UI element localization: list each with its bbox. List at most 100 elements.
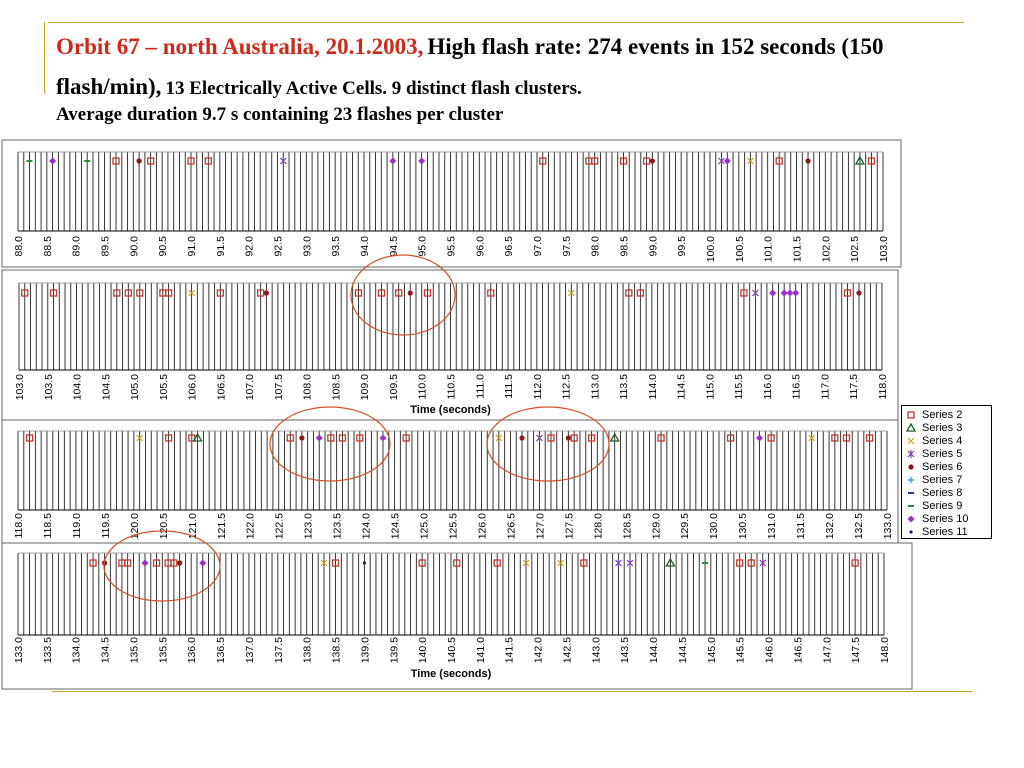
tick-label: 146.5 [792,637,804,663]
tick-label: 141.0 [475,637,487,663]
tick-label: 125.5 [448,513,460,539]
tick-label: 137.0 [244,637,256,663]
triangle-marker-icon [905,422,917,432]
tick-label: 111.0 [474,374,486,399]
legend-marker [908,504,914,507]
tick-label: 90.0 [128,236,140,257]
event-marker [769,289,777,297]
event-marker [702,562,709,564]
tick-label: 105.0 [129,374,141,400]
tick-label: 145.5 [735,637,747,663]
tick-label: 122.5 [274,513,286,539]
tick-label: 123.5 [332,513,344,539]
event-marker [792,289,800,297]
tick-label: 146.0 [764,637,776,663]
tick-label: 94.0 [359,236,371,257]
tick-label: 131.0 [766,513,778,539]
tick-label: 108.0 [302,374,314,400]
chart-panel-2: 103.0 103.5 104.0 104.5 105.0 105.5 106.0 106.5… [1,269,899,421]
event-marker [843,289,852,297]
event-marker [747,559,755,567]
tick-label: 107.5 [273,374,285,400]
cluster-circle [486,406,610,482]
event-marker [26,160,33,162]
legend-label: Series 11 [922,525,968,538]
chart-panel-1: 88.0 88.5 89.0 89.5 90.0 90.5 91.0 91.5 92.0 92.5… [1,139,902,268]
event-marker [842,434,851,442]
event-marker [865,434,874,442]
event-marker [263,290,269,296]
event-marker [665,557,676,567]
tick-label: 106.5 [215,374,227,400]
tick-label: 136.5 [215,637,227,663]
event-marker [539,157,547,165]
tick-label: 103.5 [43,374,55,400]
tick-label: 124.5 [390,513,402,539]
event-marker [522,559,530,567]
tick-label: 102.5 [849,236,861,262]
tick-label: 119.0 [71,513,83,539]
tick-label: 102.0 [820,236,832,262]
event-marker [580,559,588,567]
tick-label: 96.5 [503,236,515,257]
event-marker [389,157,397,165]
event-marker [625,289,633,297]
event-marker [320,559,328,567]
legend-marker [909,529,913,534]
event-marker [649,158,655,164]
tick-label: 91.5 [215,236,227,257]
event-marker [21,289,29,297]
legend-item: Series 6 [905,460,991,473]
tick-label: 108.5 [330,374,342,400]
tick-label: 112.0 [532,374,544,400]
event-marker [25,434,34,442]
event-marker [591,157,599,165]
tick-label: 103.0 [878,236,890,262]
event-marker [867,157,876,165]
tick-label: 144.0 [648,637,660,663]
title-average: Average duration 9.7 s containing 23 fla… [56,104,504,125]
slide-title: Orbit 67 – north Australia, 20.1.2003, H… [56,28,956,128]
legend-label: Series 3 [922,421,963,434]
event-marker [377,289,386,297]
tick-label: 145.0 [706,637,718,663]
tick-label: 110.5 [446,374,458,400]
event-marker [136,434,144,442]
tick-label: 121.5 [216,513,228,539]
dot-marker-icon [908,463,914,470]
tick-label: 147.5 [850,637,862,663]
legend-marker [905,422,917,432]
event-marker [418,559,426,567]
tick-label: 148.0 [879,637,891,663]
legend-marker [907,410,915,419]
tick-label: 107.0 [244,374,256,400]
bottom-rule [52,691,972,692]
tick-label: 116.0 [762,374,774,400]
tick-label: 105.5 [158,374,170,400]
dash-marker-icon [908,491,914,494]
event-marker [136,158,142,164]
legend-label: Series 5 [922,447,963,460]
tick-label: 142.0 [533,637,545,663]
event-marker [146,157,155,165]
event-marker [746,157,754,165]
event-marker [726,434,735,442]
legend-marker [908,463,914,470]
event-marker [609,432,620,442]
tick-label: 98.5 [619,236,631,257]
legend-marker [908,476,914,483]
tick-label: 120.5 [158,513,170,539]
event-marker [418,157,426,165]
event-marker [204,157,212,165]
square-marker-icon [907,410,915,419]
event-marker [736,559,744,567]
tick-label: 109.5 [388,374,400,400]
event-marker [379,434,387,442]
gridlines [18,283,883,370]
legend-label: Series 4 [922,434,963,447]
gridlines [17,431,888,510]
tick-label: 89.5 [100,236,112,257]
tick-label: 109.0 [359,374,371,400]
tick-label: 120.0 [129,513,141,539]
